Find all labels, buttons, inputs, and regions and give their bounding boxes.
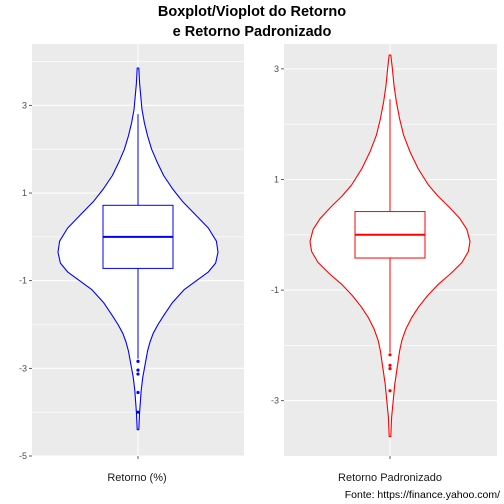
outlier-point	[136, 368, 140, 372]
y-tick-label: 1	[274, 174, 279, 184]
chart-title-line-2: e Retorno Padronizado	[173, 24, 332, 40]
outlier-point	[136, 359, 140, 363]
y-tick-label: -5	[19, 451, 27, 461]
y-tick-label: -1	[271, 285, 279, 295]
outlier-point	[136, 410, 140, 414]
source-caption: Fonte: https://finance.yahoo.com/	[345, 489, 500, 501]
outlier-point	[136, 372, 140, 376]
chart-title-line-1: Boxplot/Vioplot do Retorno	[158, 4, 346, 20]
y-tick-label: 1	[22, 188, 27, 198]
y-tick-label: -3	[19, 363, 27, 373]
outlier-point	[388, 389, 392, 393]
x-axis-label-right: Retorno Padronizado	[338, 472, 442, 484]
left-panel-retorno: 3 1 -1 -3 -5	[19, 44, 244, 461]
y-tick-label: -3	[271, 396, 279, 406]
outlier-point	[136, 390, 140, 395]
y-tick-label: 3	[274, 64, 279, 74]
right-panel-retorno-padronizado: 3 1 -1 -3	[271, 44, 497, 459]
y-tick-label: -1	[19, 276, 27, 286]
outlier-point	[388, 367, 392, 371]
y-tick-label: 3	[22, 100, 27, 110]
x-axis-label-left: Retorno (%)	[107, 472, 166, 484]
outlier-point	[388, 353, 392, 357]
outlier-point	[388, 363, 392, 367]
